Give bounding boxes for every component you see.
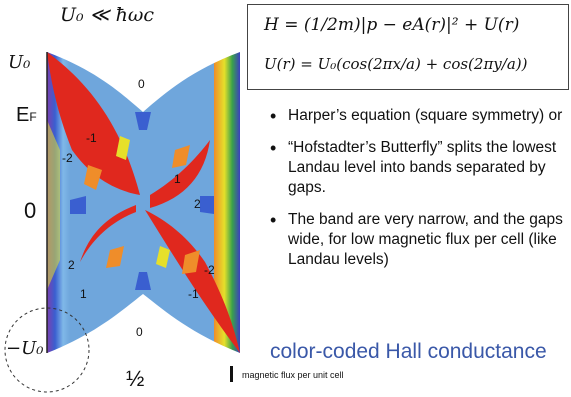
region-label: -1	[188, 287, 199, 301]
hamiltonian-equation: H = (1/2m)|p − eA(r)|² + U(r)	[264, 15, 520, 35]
fermi-energy-label: EF	[16, 104, 37, 126]
left-yellow-band	[47, 120, 60, 290]
region-label: 2	[194, 197, 201, 211]
highlight-circle	[4, 307, 90, 393]
x-axis-label: magnetic flux per unit cell	[242, 370, 344, 380]
upper-left-red-wing	[47, 52, 140, 195]
hall-conductance-caption: color-coded Hall conductance	[270, 340, 547, 363]
bottom-gap	[47, 294, 240, 353]
region-label: 1	[174, 172, 181, 186]
lower-left-red-lobe	[80, 205, 136, 262]
bullet-item: “Hofstadter’s Butterfly” splits the lowe…	[258, 138, 563, 198]
potential-equation: U(r) = U₀(cos(2πx/a) + cos(2πy/a))	[264, 55, 528, 73]
region-label: -1	[86, 131, 97, 145]
equation-box: H = (1/2m)|p − eA(r)|² + U(r) U(r) = U₀(…	[247, 4, 569, 90]
region-label: -2	[204, 263, 215, 277]
bullet-item: The band are very narrow, and the gaps w…	[258, 210, 563, 270]
region-label: 1	[80, 287, 87, 301]
region-label: 0	[138, 77, 145, 91]
y-label-zero: 0	[24, 198, 37, 223]
top-gap	[47, 52, 240, 112]
fractal-texture	[70, 112, 214, 290]
region-label: -2	[62, 151, 73, 165]
region-label: 0	[136, 325, 143, 339]
title: U₀ ≪ ħωc	[60, 4, 154, 26]
lower-right-red-wing	[145, 210, 240, 353]
y-label-bottom: −U₀	[6, 338, 44, 359]
bullet-list: Harper’s equation (square symmetry) or “…	[258, 106, 563, 282]
upper-right-red-lobe	[150, 140, 210, 208]
x-tick-one	[230, 366, 233, 382]
y-label-top: U₀	[8, 52, 31, 73]
right-rainbow-edge	[214, 52, 240, 353]
region-label: 2	[68, 258, 75, 272]
x-label-half: ½	[126, 366, 145, 391]
bullet-item: Harper’s equation (square symmetry) or	[258, 106, 563, 126]
